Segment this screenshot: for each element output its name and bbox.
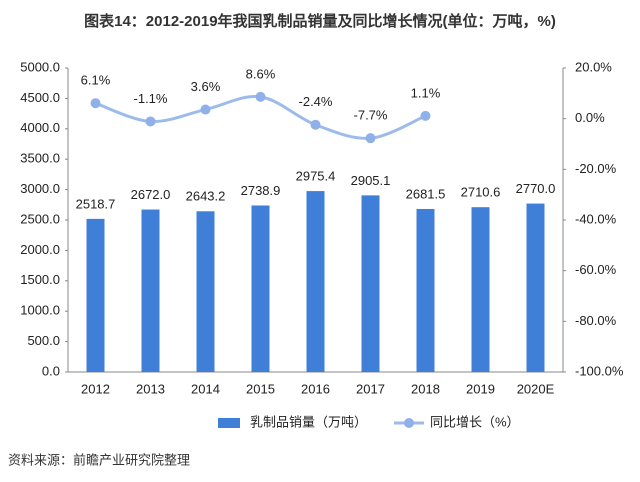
line-value-label: 3.6% [191, 79, 221, 94]
y-tick-label: 2000.0 [20, 242, 60, 257]
bar-value-label: 2672.0 [131, 187, 171, 202]
bar [196, 211, 215, 372]
y-tick-label: 1500.0 [20, 272, 60, 287]
bar [86, 218, 105, 372]
bar [141, 209, 160, 372]
y2-tick-label: 0.0% [575, 110, 605, 125]
y-tick-label: 500.0 [27, 333, 60, 348]
line-marker [90, 98, 101, 109]
line-marker [365, 133, 376, 144]
source-note: 资料来源：前瞻产业研究院整理 [8, 452, 190, 467]
x-tick-label: 2014 [191, 381, 220, 396]
line-marker [200, 104, 211, 115]
legend-swatch [404, 418, 414, 428]
bar [471, 207, 490, 372]
bar-value-label: 2710.6 [461, 185, 501, 200]
bar-value-label: 2770.0 [516, 181, 556, 196]
y-tick-label: 3500.0 [20, 151, 60, 166]
legend-label: 乳制品销量（万吨） [250, 414, 367, 429]
y-tick-label: 5000.0 [20, 59, 60, 74]
bar [251, 205, 270, 372]
bar [416, 208, 435, 372]
line-value-label: 1.1% [411, 85, 441, 100]
x-tick-label: 2015 [246, 381, 275, 396]
bar-value-label: 2738.9 [241, 183, 281, 198]
line-marker [145, 116, 156, 127]
bar [361, 195, 380, 372]
bar-value-label: 2975.4 [296, 169, 336, 184]
y2-tick-label: -80.0% [575, 313, 617, 328]
y-tick-label: 1000.0 [20, 303, 60, 318]
chart-title: 图表14：2012-2019年我国乳制品销量及同比增长情况(单位：万吨，%) [84, 12, 556, 30]
bar-value-label: 2905.1 [351, 173, 391, 188]
bar-value-label: 2681.5 [406, 186, 446, 201]
x-tick-label: 2018 [411, 381, 440, 396]
bar-value-label: 2643.2 [186, 189, 226, 204]
y2-tick-label: -60.0% [575, 262, 617, 277]
line-value-label: -2.4% [299, 94, 333, 109]
bar-value-label: 2518.7 [76, 196, 116, 211]
x-tick-label: 2016 [301, 381, 330, 396]
y-tick-label: 4000.0 [20, 120, 60, 135]
line-value-label: -1.1% [134, 91, 168, 106]
x-tick-label: 2012 [81, 381, 110, 396]
y-tick-label: 2500.0 [20, 211, 60, 226]
line-value-label: -7.7% [354, 108, 388, 123]
y-tick-label: 4500.0 [20, 90, 60, 105]
bar [306, 191, 325, 372]
y2-tick-label: -40.0% [575, 211, 617, 226]
y2-tick-label: -20.0% [575, 161, 617, 176]
y2-tick-label: 20.0% [575, 59, 612, 74]
x-tick-label: 2017 [356, 381, 385, 396]
line-value-label: 8.6% [246, 66, 276, 81]
x-tick-label: 2019 [466, 381, 495, 396]
legend-swatch [218, 418, 240, 428]
bar [526, 203, 545, 372]
line-marker [310, 119, 321, 130]
line-marker [255, 91, 266, 102]
line-marker [420, 110, 431, 121]
legend-label: 同比增长（%） [430, 414, 520, 429]
y2-tick-label: -100.0% [575, 363, 624, 378]
line-value-label: 6.1% [81, 73, 111, 88]
y-tick-label: 3000.0 [20, 181, 60, 196]
x-tick-label: 2013 [136, 381, 165, 396]
x-tick-label: 2020E [517, 381, 555, 396]
y-tick-label: 0.0 [42, 363, 60, 378]
